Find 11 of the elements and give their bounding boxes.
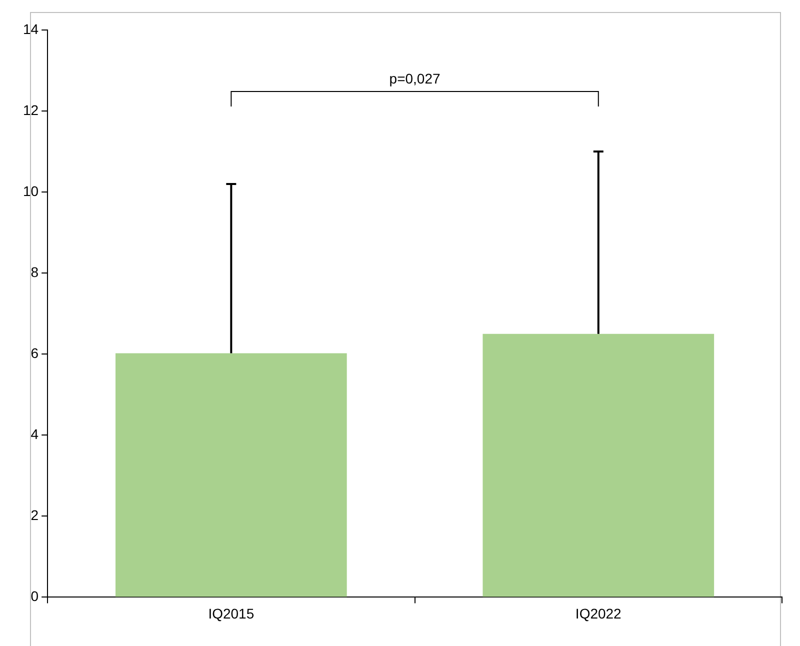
y-tick-label: 2	[30, 507, 39, 524]
y-tick-label: 0	[30, 588, 39, 604]
y-tick-label: 10	[22, 182, 39, 199]
y-tick-label: 14	[22, 20, 39, 37]
x-tick-label: IQ2022	[575, 605, 622, 622]
x-tick-label: IQ2015	[208, 605, 254, 622]
y-tick-label: 12	[22, 102, 39, 118]
y-tick-label: 6	[30, 344, 39, 361]
annotation: p=0,027	[389, 70, 440, 86]
y-tick-label: 4	[30, 426, 39, 442]
y-tick-label: 8	[30, 264, 39, 280]
